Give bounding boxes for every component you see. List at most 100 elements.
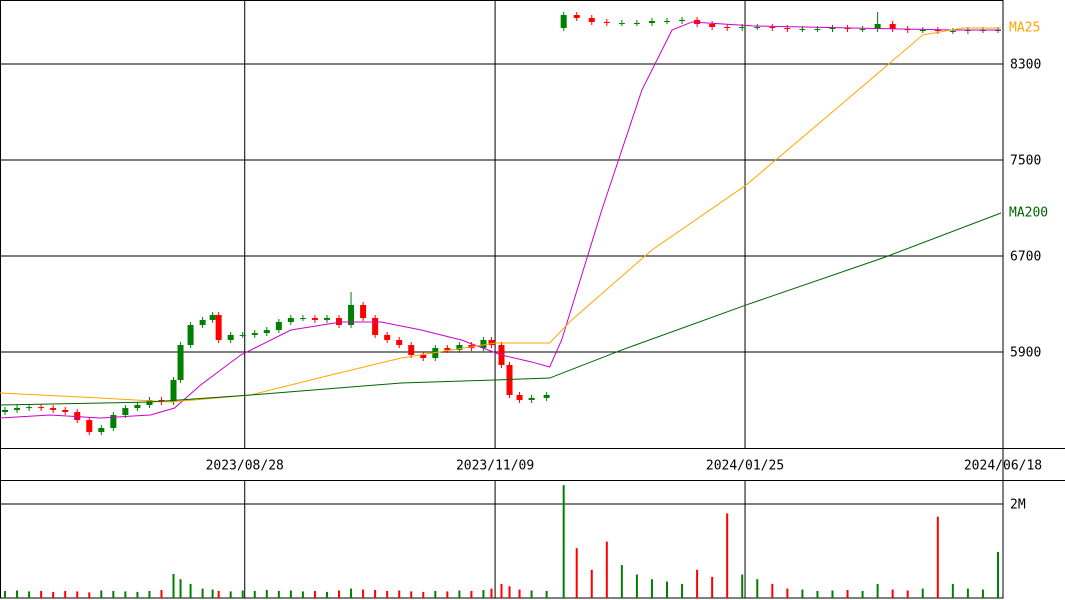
candle-body bbox=[799, 29, 806, 31]
volume-bar bbox=[665, 581, 668, 598]
volume-bar bbox=[40, 590, 43, 598]
candle-body bbox=[74, 411, 81, 421]
candle-body bbox=[209, 315, 216, 320]
candle-body bbox=[239, 334, 246, 336]
x-tick-label: 2023/11/09 bbox=[456, 459, 534, 474]
candle-body bbox=[874, 24, 881, 30]
candle-body bbox=[889, 24, 896, 30]
candle-body bbox=[769, 27, 776, 29]
candle-body bbox=[299, 318, 306, 320]
candle-body bbox=[275, 321, 282, 331]
volume-bar bbox=[88, 592, 91, 598]
volume-bar bbox=[64, 590, 67, 598]
candle-body bbox=[287, 318, 294, 322]
volume-bar bbox=[277, 590, 280, 598]
candle-body bbox=[979, 30, 986, 32]
volume-bar bbox=[518, 589, 521, 598]
volume-bar bbox=[179, 579, 182, 598]
volume-bar bbox=[500, 583, 503, 598]
x-tick-label: 2024/01/25 bbox=[706, 459, 784, 474]
candle-body bbox=[348, 304, 355, 325]
candle-body bbox=[384, 334, 391, 340]
volume-bar bbox=[136, 591, 139, 598]
candle-body bbox=[444, 348, 451, 350]
candle-body bbox=[98, 427, 105, 433]
volume-bar bbox=[52, 591, 55, 598]
candle-body bbox=[488, 339, 495, 346]
volume-bar bbox=[253, 590, 256, 598]
candle-body bbox=[408, 345, 415, 355]
volume-bar bbox=[160, 590, 163, 598]
volume-bar bbox=[16, 590, 19, 598]
candle-body bbox=[934, 30, 941, 32]
candle-body bbox=[724, 27, 731, 29]
candle-body bbox=[110, 414, 117, 428]
volume-bar bbox=[76, 591, 79, 598]
candle-body bbox=[251, 333, 258, 335]
legend-label: MA200 bbox=[1009, 206, 1048, 221]
volume-bar bbox=[211, 589, 214, 598]
volume-bar bbox=[545, 590, 548, 598]
volume-bar bbox=[112, 590, 115, 598]
volume-bar bbox=[201, 588, 204, 598]
y-tick-label: 8300 bbox=[1010, 57, 1041, 72]
volume-bar bbox=[124, 591, 127, 598]
ma-line bbox=[0, 27, 1001, 403]
volume-bar bbox=[711, 576, 714, 598]
volume-bar bbox=[4, 590, 7, 598]
candle-body bbox=[215, 315, 222, 340]
volume-bar bbox=[189, 583, 192, 598]
volume-bar bbox=[771, 583, 774, 598]
candle-body bbox=[263, 330, 270, 334]
candle-body bbox=[994, 30, 1001, 32]
volume-bar bbox=[313, 590, 316, 598]
candle-body bbox=[336, 318, 343, 325]
volume-bar bbox=[981, 589, 984, 598]
candle-body bbox=[844, 27, 851, 30]
volume-bar bbox=[508, 586, 511, 598]
volume-bar bbox=[590, 569, 593, 598]
candle-body bbox=[739, 27, 746, 29]
volume-bar bbox=[966, 588, 969, 598]
candle-body bbox=[784, 27, 791, 30]
candle-body bbox=[456, 345, 463, 350]
candle-body bbox=[62, 409, 69, 412]
volume-bar bbox=[490, 588, 493, 598]
volume-bar bbox=[876, 583, 879, 598]
volume-bar bbox=[289, 590, 292, 598]
volume-bar bbox=[741, 574, 744, 598]
candle-body bbox=[170, 379, 177, 403]
ma-line bbox=[0, 21, 1001, 419]
candle-body bbox=[754, 27, 761, 29]
volume-bar bbox=[148, 590, 151, 598]
volume-bar bbox=[265, 590, 268, 598]
volume-bar bbox=[386, 590, 389, 598]
frame bbox=[0, 0, 1004, 599]
volume-bar bbox=[816, 590, 819, 598]
volume-bar bbox=[786, 588, 789, 598]
volume-bar bbox=[650, 579, 653, 598]
candle-body bbox=[372, 318, 379, 335]
volume-bar bbox=[530, 590, 533, 598]
candle-body bbox=[528, 397, 535, 400]
volume-bar bbox=[301, 591, 304, 598]
volume-bar bbox=[891, 589, 894, 598]
volume-bar bbox=[325, 591, 328, 598]
volume-bar bbox=[921, 588, 924, 598]
candle-body bbox=[2, 409, 9, 412]
candle-body bbox=[543, 394, 550, 398]
volume-bar bbox=[446, 591, 449, 598]
volume-bar bbox=[861, 590, 864, 598]
candle-body bbox=[177, 345, 184, 380]
volume-bar bbox=[410, 591, 413, 598]
candle-body bbox=[560, 15, 567, 28]
candle-body bbox=[603, 21, 610, 24]
y-tick-label: 6700 bbox=[1010, 249, 1041, 264]
candle-body bbox=[14, 408, 21, 410]
volume-bar bbox=[28, 591, 31, 598]
volume-bar bbox=[217, 590, 220, 598]
volume-bar bbox=[906, 590, 909, 598]
candle-body bbox=[679, 19, 686, 22]
volume-bar bbox=[338, 590, 341, 598]
